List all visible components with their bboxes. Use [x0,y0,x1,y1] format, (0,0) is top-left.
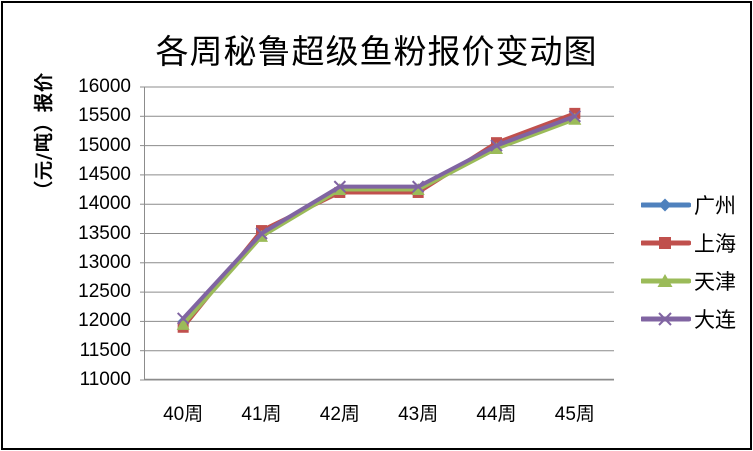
x-tick-label: 41周 [241,404,282,425]
y-tick-label: 11000 [79,369,131,390]
legend-label: 广州 [694,194,736,218]
marker-x [333,180,347,193]
marker-x [490,139,503,152]
y-tick-label: 13000 [78,251,131,273]
legend-label: 上海 [694,232,736,256]
y-tick-label: 13500 [78,222,131,244]
x-tick-label: 45周 [554,404,595,425]
x-tick-label: 44周 [476,404,517,425]
marker-x [568,110,582,123]
marker-x [411,180,425,193]
x-tick-label: 42周 [319,404,360,425]
y-tick-label: 12000 [78,310,131,332]
legend-triangle-icon [641,274,691,287]
marker-triangle [333,183,347,196]
legend-item-1: 广州 [641,186,736,224]
y-tick-label: 14500 [78,163,131,185]
x-tick-label: 43周 [398,404,439,425]
plot-area [140,86,614,381]
x-axis-tick-labels: 40周 41周 42周 43周 44周 45周 [144,399,614,425]
y-tick-label: 14000 [78,193,131,215]
series-line-triangle [181,117,577,327]
legend-diamond-icon [641,198,691,212]
series-line-diamond [181,114,577,324]
legend-square-icon [641,237,691,249]
series-line-x [181,114,577,321]
y-axis-tick-labels: 11000 11500 12000 12500 13000 13500 14000 14500… [53,3,131,448]
y-tick-label: 12500 [78,281,131,303]
y-axis-title: （元/吨）报价 [33,72,55,200]
legend-label: 大连 [694,308,736,332]
legend-item-4: 大连 [641,300,736,338]
legend-label: 天津 [694,270,736,294]
marker-triangle [411,183,425,196]
marker-triangle [568,112,582,125]
legend-x-icon [641,312,691,326]
marker-x [255,227,268,240]
legend-item-3: 天津 [641,262,736,300]
chart-title: 各周秘鲁超级鱼粉报价变动图 [155,32,598,71]
y-tick-label: 16000 [78,76,131,97]
marker-triangle [490,142,503,155]
marker-triangle [176,317,190,330]
legend: 广州 上海 天津 大连 [641,186,736,338]
y-tick-label: 11500 [79,339,131,361]
y-tick-label: 15000 [78,134,131,156]
marker-x [176,312,190,325]
legend-item-2: 上海 [641,224,736,262]
x-tick-label: 40周 [163,404,204,425]
y-tick-label: 15500 [78,105,131,127]
